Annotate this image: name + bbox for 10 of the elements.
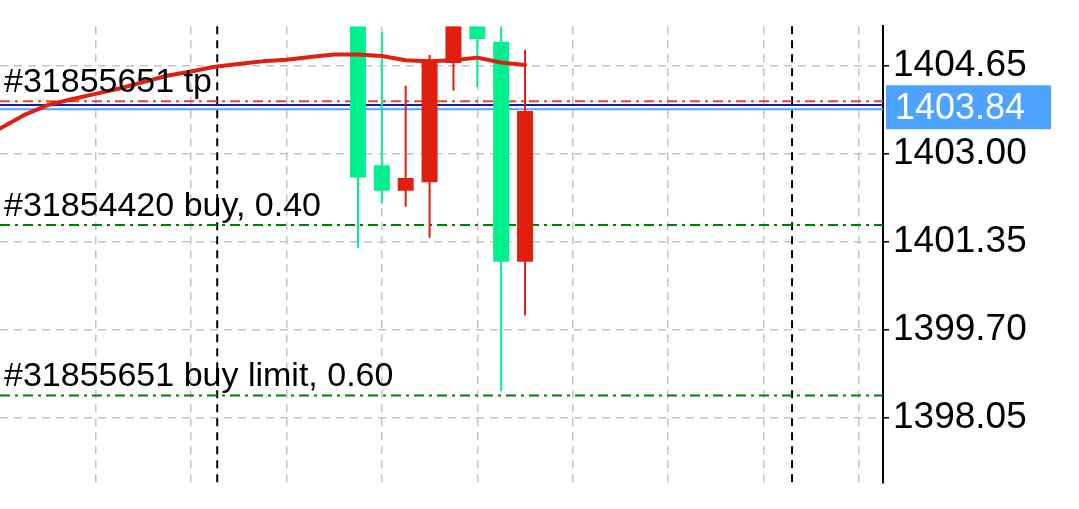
y-tick-label: 1403.00 [893,131,1027,173]
ref-line-label: 1403.84 [895,86,1026,128]
candlestick [469,26,486,88]
y-tick-label: 1399.70 [893,307,1027,349]
ref-line-label: #31855651 buy limit, 0.60 [4,355,394,394]
y-tick-label: 1398.05 [893,395,1027,436]
ref-line-label: #31854420 buy, 0.40 [4,184,321,223]
candlestick [397,84,414,208]
y-tick-label: 1401.35 [893,219,1027,261]
y-tick-label: 1404.65 [893,43,1027,85]
